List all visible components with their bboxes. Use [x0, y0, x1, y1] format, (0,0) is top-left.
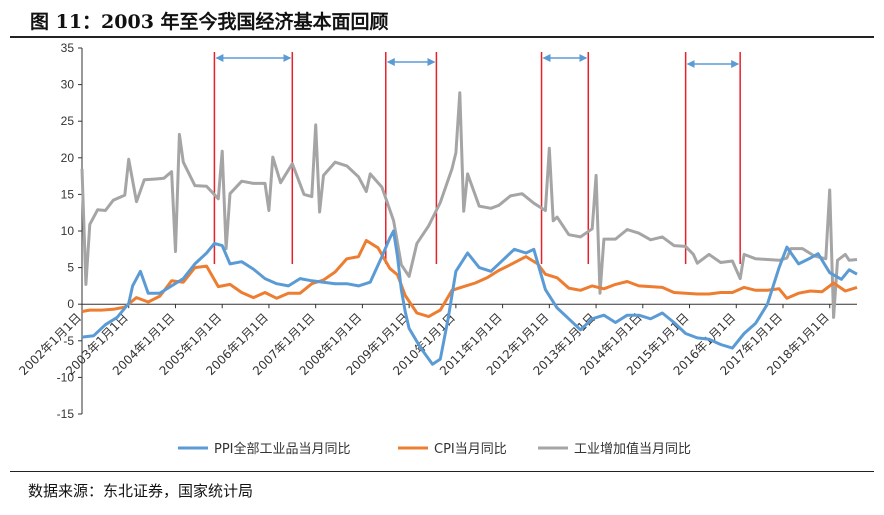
title-divider: [10, 36, 874, 38]
y-tick-label: 15: [61, 187, 75, 201]
legend: PPI全部工业品当月同比 CPI当月同比 工业增加值当月同比: [178, 441, 691, 457]
y-tick-label: 10: [61, 224, 75, 238]
y-tick-label: 30: [61, 78, 75, 92]
legend-label: PPI全部工业品当月同比: [214, 441, 351, 457]
y-tick-label: 0: [67, 297, 74, 311]
series-line-0: [81, 229, 858, 366]
period-arrows: [215, 54, 740, 68]
y-tick-label: -5: [63, 334, 74, 348]
source-divider: [10, 471, 874, 472]
series-line-1: [81, 239, 858, 319]
figure-title: 图 11：2003 年至今我国经济基本面回顾: [30, 11, 389, 33]
red-marker-lines: [213, 52, 741, 264]
y-tick-label: -10: [57, 370, 75, 384]
y-tick-label: 35: [61, 41, 75, 55]
legend-label: CPI当月同比: [434, 442, 507, 457]
y-axis-ticks: -15 -10 -5 0 5 10 15 20 25 30 35: [57, 41, 82, 421]
data-source: 数据来源：东北证券，国家统计局: [28, 482, 254, 500]
series-line-2: [80, 91, 858, 319]
legend-label: 工业增加值当月同比: [574, 441, 691, 457]
y-tick-label: 5: [67, 261, 74, 275]
y-tick-label: 25: [61, 114, 75, 128]
y-tick-label: -15: [57, 407, 75, 421]
y-tick-label: 20: [61, 151, 75, 165]
series-lines: [80, 91, 858, 366]
